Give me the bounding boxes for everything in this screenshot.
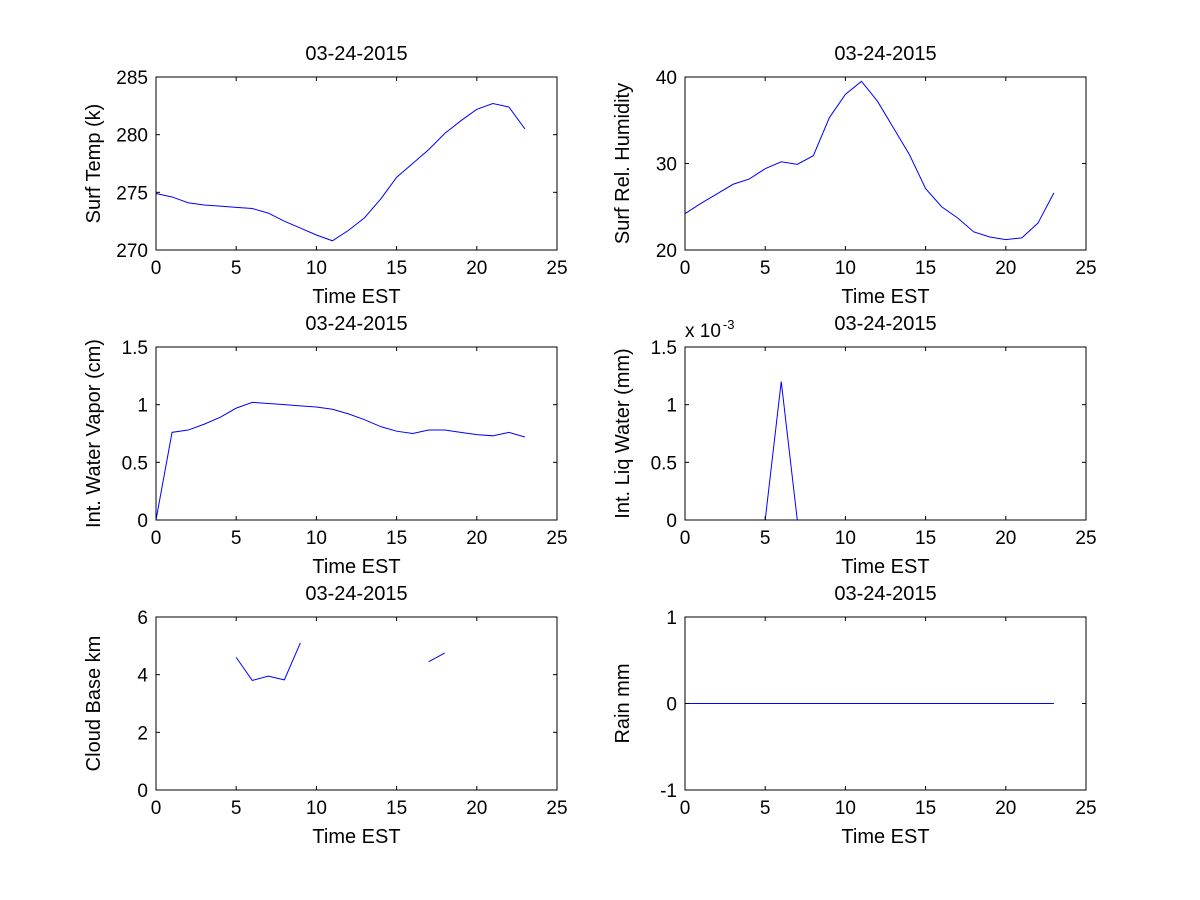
x-tick-label: 10 — [306, 528, 327, 549]
axis-multiplier-exponent: -3 — [723, 317, 735, 332]
y-tick-label: 1.5 — [122, 338, 148, 359]
y-tick-label: 1 — [666, 396, 677, 417]
y-axis-label: Surf Rel. Humidity — [612, 83, 634, 244]
axes-title: 03-24-2015 — [834, 313, 936, 335]
x-tick-label: 15 — [386, 258, 407, 279]
x-tick-label: 15 — [915, 798, 936, 819]
x-tick-label: 20 — [466, 798, 487, 819]
series-line — [428, 652, 445, 663]
x-tick-label: 25 — [546, 258, 567, 279]
y-tick-label: 20 — [656, 241, 677, 262]
axes-2: 0 5 10 15 20 25 20 30 40 03-24-2015 Time EST Surf R… — [612, 43, 1097, 308]
x-tick-label: 20 — [466, 258, 487, 279]
y-axis-label: Int. Liq Water (mm) — [612, 348, 634, 518]
x-tick-label: 5 — [231, 528, 242, 549]
axes-title: 03-24-2015 — [834, 43, 936, 65]
y-tick-label: 285 — [116, 68, 148, 89]
x-tick-label: 10 — [835, 528, 856, 549]
y-tick-label: 0 — [137, 781, 148, 802]
x-tick-label: 25 — [546, 528, 567, 549]
y-tick-label: 6 — [137, 608, 148, 629]
x-tick-label: 25 — [1075, 798, 1096, 819]
series-line — [155, 401, 526, 521]
y-axis-label: Surf Temp (k) — [83, 104, 105, 224]
x-axis-label: Time EST — [312, 556, 400, 578]
x-tick-label: 5 — [760, 528, 771, 549]
y-tick-label: 275 — [116, 183, 148, 204]
y-tick-label: 1 — [137, 396, 148, 417]
axes-title: 03-24-2015 — [305, 313, 407, 335]
y-tick-label: 4 — [137, 666, 148, 687]
y-tick-label: 2 — [137, 723, 148, 744]
axes-title: 03-24-2015 — [305, 583, 407, 605]
x-tick-label: 25 — [546, 798, 567, 819]
x-tick-label: 5 — [760, 258, 771, 279]
y-tick-label: 1.5 — [651, 338, 677, 359]
axes-frame — [684, 346, 1087, 521]
axes-title: 03-24-2015 — [834, 583, 936, 605]
y-tick-label: 0 — [666, 695, 677, 716]
x-axis-label: Time EST — [312, 826, 400, 848]
x-tick-label: 15 — [915, 528, 936, 549]
axes-frame — [155, 616, 558, 791]
y-axis-label: Cloud Base km — [83, 636, 105, 772]
x-tick-label: 15 — [386, 528, 407, 549]
x-axis-label: Time EST — [841, 286, 929, 308]
axes-1: 0 5 10 15 20 25 270 275 280 285 03-24-2015 Time EST… — [83, 43, 568, 308]
axes-4: 0 5 10 15 20 25 0 0.5 1 1.5 03-24-2015 Time EST Int.… — [612, 313, 1097, 578]
axes-frame — [155, 346, 558, 521]
x-tick-label: 10 — [835, 258, 856, 279]
x-tick-label: 20 — [995, 258, 1016, 279]
x-axis-label: Time EST — [841, 556, 929, 578]
axes-5: 0 5 10 15 20 25 0 2 4 6 03-24-2015 Time EST Cloud Ba… — [83, 583, 568, 848]
x-tick-label: 5 — [231, 258, 242, 279]
y-tick-label: 0.5 — [651, 453, 677, 474]
x-tick-label: 25 — [1075, 528, 1096, 549]
y-tick-label: 0.5 — [122, 453, 148, 474]
x-tick-label: 0 — [151, 528, 162, 549]
y-tick-label: 0 — [137, 511, 148, 532]
x-tick-label: 15 — [915, 258, 936, 279]
axes-3: 0 5 10 15 20 25 0 0.5 1 1.5 03-24-2015 Time EST Int.… — [83, 313, 568, 578]
x-tick-label: 20 — [995, 528, 1016, 549]
x-tick-label: 25 — [1075, 258, 1096, 279]
x-tick-label: 15 — [386, 798, 407, 819]
x-tick-label: 0 — [680, 798, 691, 819]
y-tick-label: 280 — [116, 126, 148, 147]
axes-frame — [155, 76, 558, 251]
x-tick-label: 20 — [995, 798, 1016, 819]
x-tick-label: 20 — [466, 528, 487, 549]
y-axis-label: Int. Water Vapor (cm) — [83, 339, 105, 528]
series-line — [764, 381, 798, 521]
x-axis-label: Time EST — [312, 286, 400, 308]
x-tick-label: 0 — [151, 258, 162, 279]
x-tick-label: 10 — [835, 798, 856, 819]
x-tick-label: 0 — [151, 798, 162, 819]
x-tick-label: 0 — [680, 258, 691, 279]
y-tick-label: 30 — [656, 155, 677, 176]
y-tick-label: 40 — [656, 68, 677, 89]
x-tick-label: 10 — [306, 258, 327, 279]
axes-title: 03-24-2015 — [305, 43, 407, 65]
x-tick-label: 10 — [306, 798, 327, 819]
series-line — [235, 642, 301, 682]
x-tick-label: 5 — [760, 798, 771, 819]
series-line — [155, 103, 526, 242]
y-axis-label: Rain mm — [612, 663, 634, 743]
x-tick-label: 0 — [680, 528, 691, 549]
y-tick-label: 0 — [666, 511, 677, 532]
y-tick-label: 270 — [116, 241, 148, 262]
y-tick-label: -1 — [660, 781, 677, 802]
series-line — [684, 80, 1055, 241]
x-axis-label: Time EST — [841, 826, 929, 848]
x-tick-label: 5 — [231, 798, 242, 819]
y-tick-label: 1 — [666, 608, 677, 629]
